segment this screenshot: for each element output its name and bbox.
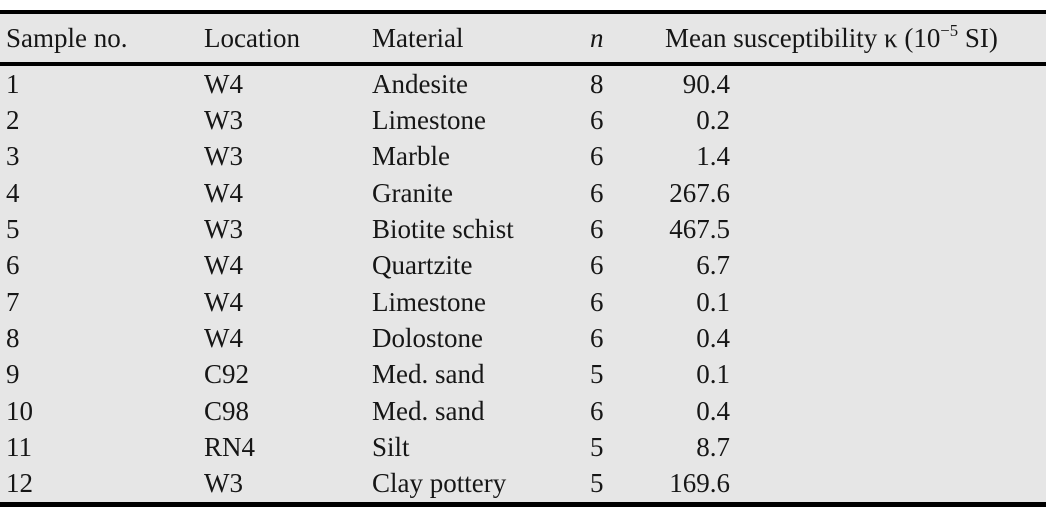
cell-susceptibility: 90.4	[682, 68, 730, 99]
cell-n: 6	[590, 213, 604, 244]
cell-sample-no: 10	[6, 395, 33, 426]
susceptibility-header-exponent: −5	[940, 20, 959, 40]
susceptibility-header-unit: SI)	[958, 22, 998, 53]
table-header-rule	[0, 62, 1046, 66]
cell-material: Granite	[372, 177, 453, 208]
table-row: 12 W3 Clay pottery 5 169.6	[0, 466, 1046, 502]
cell-n: 5	[590, 468, 604, 499]
cell-sample-no: 8	[6, 322, 20, 353]
cell-location: C92	[204, 359, 250, 390]
table-row: 3 W3 Marble 6 1.4	[0, 139, 1046, 175]
cell-location: W4	[204, 68, 243, 99]
column-header-material: Material	[372, 22, 464, 53]
cell-sample-no: 4	[6, 177, 20, 208]
column-header-location: Location	[204, 22, 300, 53]
cell-material: Biotite schist	[372, 213, 514, 244]
cell-material: Marble	[372, 141, 450, 172]
table-row: 8 W4 Dolostone 6 0.4	[0, 320, 1046, 356]
cell-material: Silt	[372, 431, 410, 462]
susceptibility-header-text: Mean susceptibility κ (10	[665, 22, 941, 53]
cell-location: W3	[204, 104, 243, 135]
cell-location: W4	[204, 177, 243, 208]
cell-location: W4	[204, 250, 243, 281]
cell-location: RN4	[204, 431, 256, 462]
cell-material: Dolostone	[372, 322, 483, 353]
cell-location: W4	[204, 286, 243, 317]
cell-n: 6	[590, 177, 604, 208]
column-header-susceptibility: Mean susceptibility κ (10−5 SI)	[665, 20, 1046, 54]
cell-susceptibility: 0.1	[696, 286, 730, 317]
table-header-row: Sample no. Location Material n Mean susc…	[0, 14, 1046, 62]
column-header-sample-no: Sample no.	[6, 22, 128, 53]
cell-n: 6	[590, 141, 604, 172]
table-row: 7 W4 Limestone 6 0.1	[0, 284, 1046, 320]
cell-material: Med. sand	[372, 359, 485, 390]
table-row: 9 C92 Med. sand 5 0.1	[0, 357, 1046, 393]
cell-sample-no: 3	[6, 141, 20, 172]
table-bottom-rule	[0, 501, 1046, 507]
samples-table: Sample no. Location Material n Mean susc…	[0, 10, 1046, 507]
cell-location: W3	[204, 213, 243, 244]
table-row: 2 W3 Limestone 6 0.2	[0, 102, 1046, 138]
cell-sample-no: 11	[6, 431, 32, 462]
cell-susceptibility: 0.4	[696, 395, 730, 426]
cell-location: W3	[204, 141, 243, 172]
table-row: 5 W3 Biotite schist 6 467.5	[0, 211, 1046, 247]
cell-susceptibility: 467.5	[669, 213, 730, 244]
cell-susceptibility: 8.7	[696, 431, 730, 462]
cell-n: 8	[590, 68, 604, 99]
cell-sample-no: 1	[6, 68, 20, 99]
cell-sample-no: 12	[6, 468, 33, 499]
table-row: 10 C98 Med. sand 6 0.4	[0, 393, 1046, 429]
cell-sample-no: 2	[6, 104, 20, 135]
table-row: 6 W4 Quartzite 6 6.7	[0, 248, 1046, 284]
cell-susceptibility: 0.1	[696, 359, 730, 390]
cell-material: Andesite	[372, 68, 468, 99]
cell-susceptibility: 0.2	[696, 104, 730, 135]
cell-sample-no: 6	[6, 250, 20, 281]
cell-susceptibility: 1.4	[696, 141, 730, 172]
table-row: 4 W4 Granite 6 267.6	[0, 175, 1046, 211]
cell-material: Limestone	[372, 286, 486, 317]
cell-material: Quartzite	[372, 250, 473, 281]
cell-material: Med. sand	[372, 395, 485, 426]
cell-material: Limestone	[372, 104, 486, 135]
cell-location: W4	[204, 322, 243, 353]
cell-location: C98	[204, 395, 250, 426]
table-row: 1 W4 Andesite 8 90.4	[0, 66, 1046, 102]
cell-susceptibility: 267.6	[669, 177, 730, 208]
cell-location: W3	[204, 468, 243, 499]
cell-n: 6	[590, 104, 604, 135]
cell-susceptibility: 6.7	[696, 250, 730, 281]
cell-n: 6	[590, 322, 604, 353]
cell-n: 6	[590, 286, 604, 317]
table-top-rule	[0, 10, 1046, 14]
column-header-n: n	[590, 22, 604, 53]
cell-sample-no: 9	[6, 359, 20, 390]
cell-susceptibility: 0.4	[696, 322, 730, 353]
cell-sample-no: 5	[6, 213, 20, 244]
cell-sample-no: 7	[6, 286, 20, 317]
cell-n: 6	[590, 395, 604, 426]
table-body: 1 W4 Andesite 8 90.4 2 W3 Limestone 6 0.…	[0, 66, 1046, 502]
cell-n: 6	[590, 250, 604, 281]
cell-n: 5	[590, 431, 604, 462]
table-row: 11 RN4 Silt 5 8.7	[0, 429, 1046, 465]
cell-n: 5	[590, 359, 604, 390]
cell-material: Clay pottery	[372, 468, 507, 499]
cell-susceptibility: 169.6	[669, 468, 730, 499]
